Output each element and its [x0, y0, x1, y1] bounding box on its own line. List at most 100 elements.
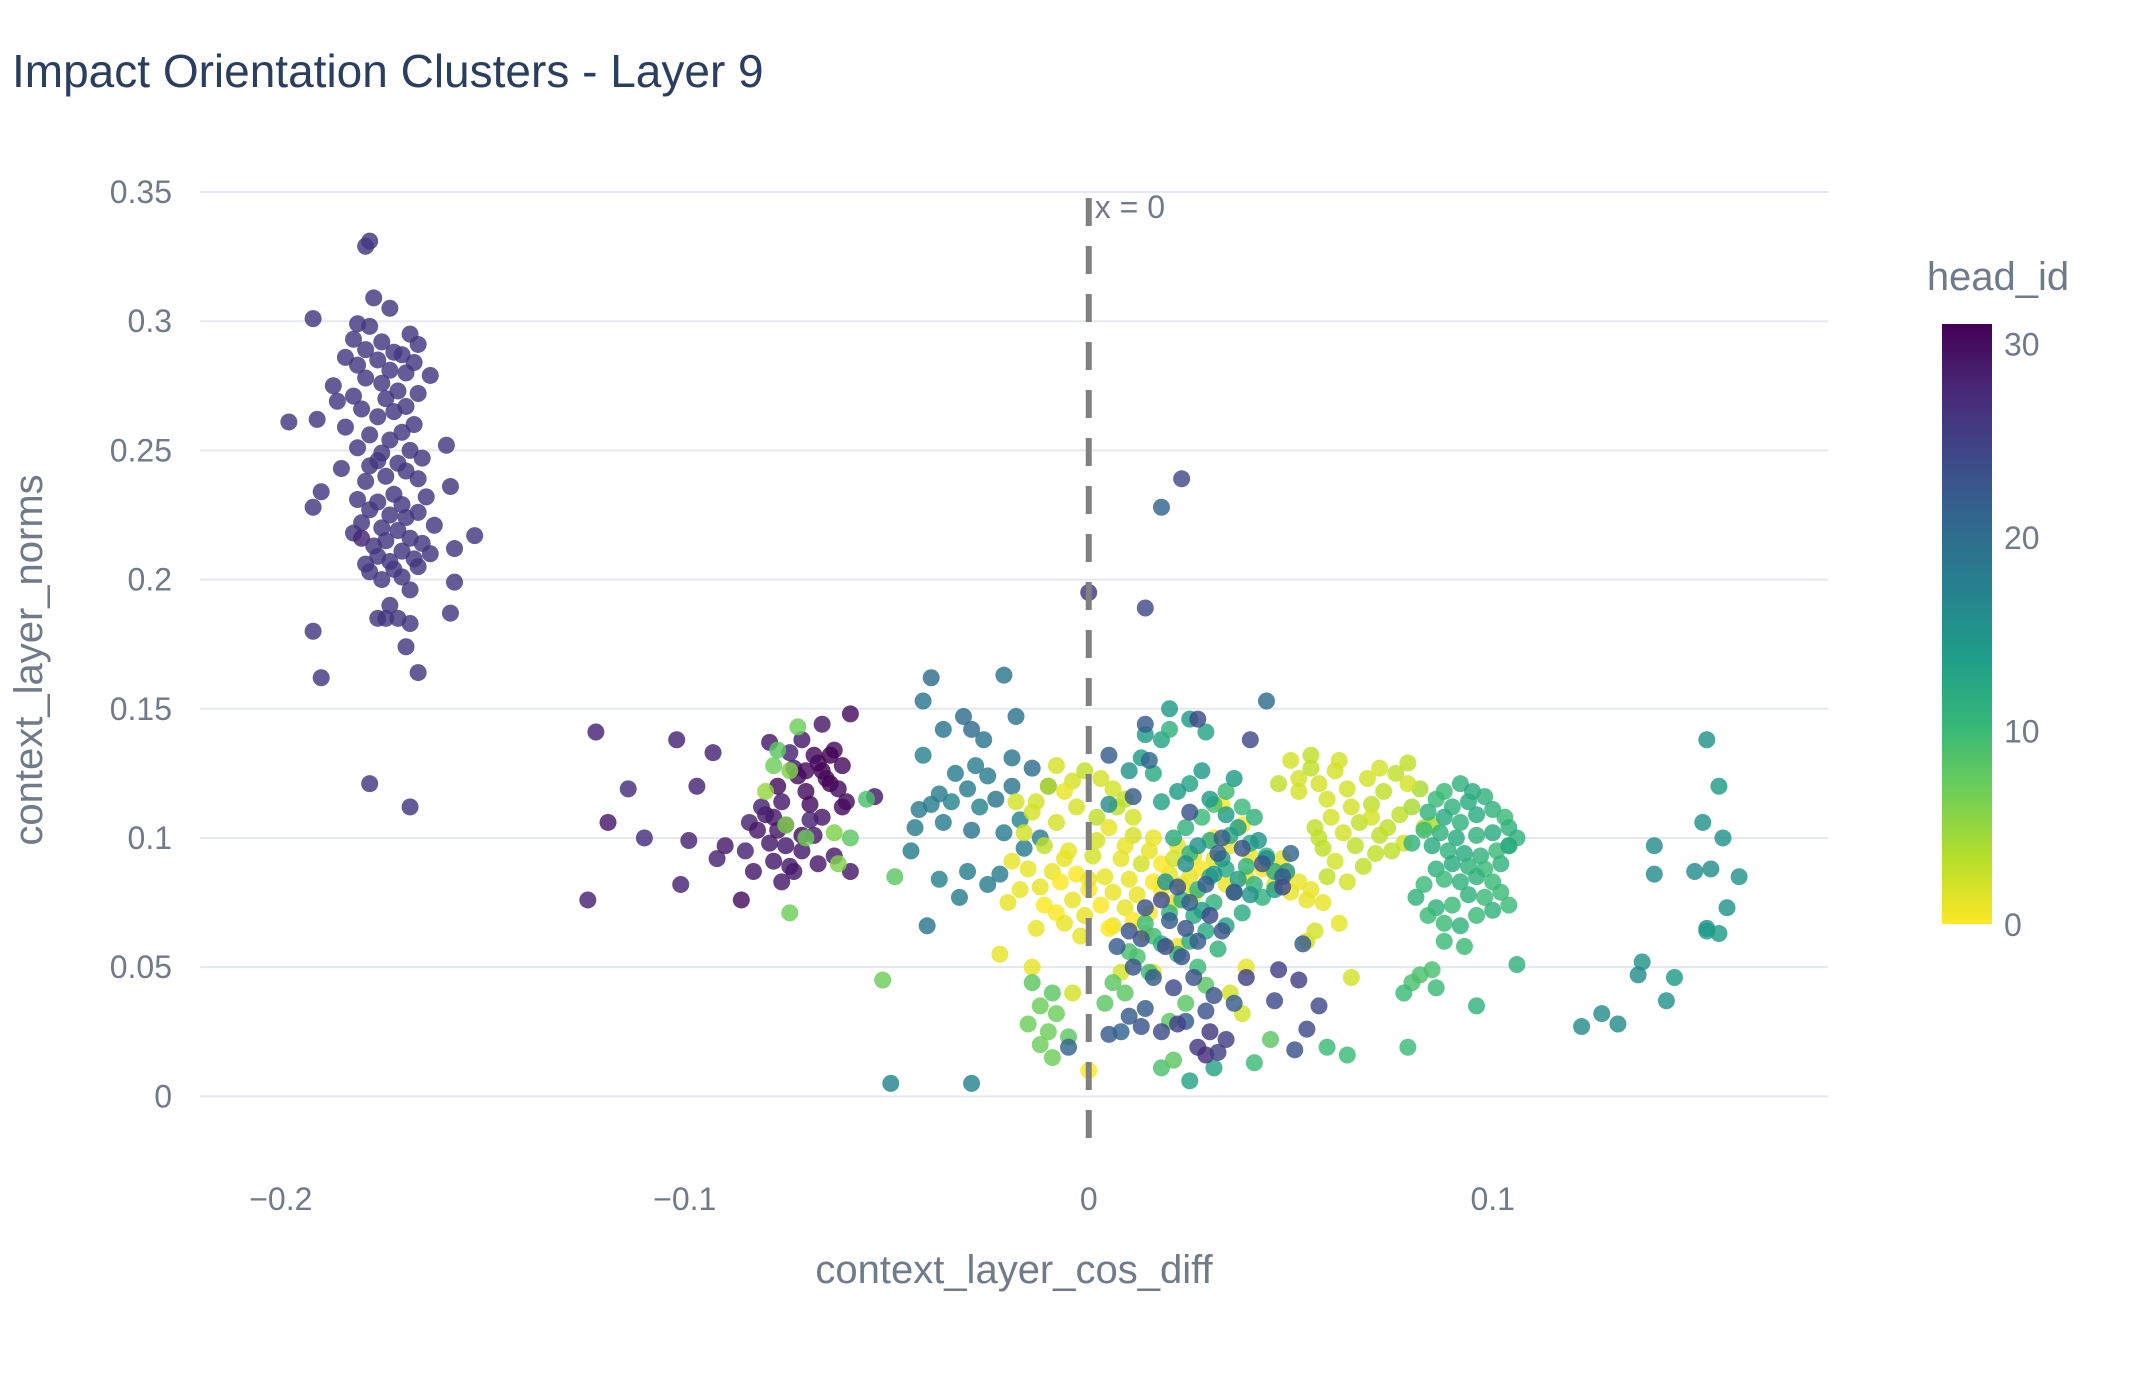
scatter-point: [619, 780, 637, 798]
scatter-point: [793, 842, 811, 860]
y-tick-label: 0.35: [110, 174, 172, 210]
scatter-point: [1455, 844, 1473, 862]
scatter-point: [1152, 793, 1170, 811]
scatter-point: [1342, 968, 1360, 986]
scatter-point: [1023, 759, 1041, 777]
scatter-point: [1092, 770, 1110, 788]
scatter-point: [1161, 912, 1179, 930]
scatter-point: [1698, 922, 1716, 940]
scatter-point: [1702, 860, 1720, 878]
scatter-point: [1116, 837, 1134, 855]
scatter-point: [1476, 888, 1494, 906]
scatter-point: [1088, 808, 1106, 826]
scatter-point: [1120, 762, 1138, 780]
y-tick-label: 0.1: [128, 820, 172, 856]
scatter-point: [1173, 470, 1191, 488]
scatter-point: [1104, 883, 1122, 901]
scatter-point: [1229, 870, 1247, 888]
scatter-point: [421, 366, 439, 384]
scatter-point: [324, 377, 342, 395]
scatter-point: [1169, 878, 1187, 896]
scatter-point: [1492, 855, 1510, 873]
scatter-point: [1177, 919, 1195, 937]
scatter-point: [1375, 782, 1393, 800]
scatter-point: [914, 746, 932, 764]
scatter-point: [1395, 984, 1413, 1002]
scatter-point: [1165, 829, 1183, 847]
scatter-point: [381, 361, 399, 379]
scatter-point: [381, 596, 399, 614]
scatter-point: [381, 431, 399, 449]
scatter-point: [1189, 710, 1207, 728]
scatter-point: [373, 333, 391, 351]
scatter-point: [579, 891, 597, 909]
scatter-point: [357, 237, 375, 255]
scatter-point: [809, 855, 827, 873]
scatter-point: [1116, 899, 1134, 917]
scatter-point: [1245, 1054, 1263, 1072]
colorbar-tick-label: 30: [2004, 326, 2040, 362]
scatter-point: [1177, 855, 1195, 873]
scatter-point: [672, 875, 690, 893]
x-axis-title: context_layer_cos_diff: [815, 1248, 1213, 1292]
scatter-point: [1051, 873, 1069, 891]
scatter-point: [1391, 806, 1409, 824]
scatter-point: [765, 808, 783, 826]
scatter-point: [1225, 883, 1243, 901]
scatter-point: [1116, 984, 1134, 1002]
scatter-point: [345, 330, 363, 348]
scatter-point: [1363, 808, 1381, 826]
scatter-point: [1161, 720, 1179, 738]
scatter-point: [1055, 850, 1073, 868]
scatter-point: [353, 529, 371, 547]
scatter-point: [1508, 956, 1526, 974]
scatter-point: [1322, 808, 1340, 826]
scatter-point: [1120, 1007, 1138, 1025]
scatter-point: [1262, 1030, 1280, 1048]
scatter-point: [1092, 896, 1110, 914]
scatter-point: [789, 718, 807, 736]
scatter-point: [1019, 860, 1037, 878]
y-tick-label: 0.25: [110, 432, 172, 468]
scatter-point: [825, 824, 843, 842]
scatter-point: [1136, 999, 1154, 1017]
scatter-point: [1270, 775, 1288, 793]
scatter-point: [1055, 782, 1073, 800]
scatter-point: [1197, 875, 1215, 893]
scatter-point: [385, 403, 403, 421]
scatter-point: [1136, 599, 1154, 617]
scatter-point: [906, 819, 924, 837]
scatter-point: [942, 793, 960, 811]
scatter-point: [280, 413, 298, 431]
scatter-point: [829, 855, 847, 873]
scatter-point: [1290, 971, 1308, 989]
scatter-point: [381, 506, 399, 524]
scatter-point: [874, 971, 892, 989]
scatter-point: [377, 390, 395, 408]
y-tick-label: 0.3: [128, 303, 172, 339]
scatter-point: [361, 426, 379, 444]
scatter-point: [393, 568, 411, 586]
scatter-point: [813, 715, 831, 733]
scatter-point: [1060, 1038, 1078, 1056]
x-tick-label: 0: [1080, 1181, 1098, 1217]
scatter-point: [1165, 979, 1183, 997]
scatter-point: [963, 720, 981, 738]
scatter-point: [979, 767, 997, 785]
scatter-point: [1354, 857, 1372, 875]
scatter-point: [345, 387, 363, 405]
scatter-point: [393, 346, 411, 364]
colorbar-tick-label: 10: [2004, 713, 2040, 749]
zero-reference-line: x = 0: [1085, 189, 1165, 1156]
scatter-point: [1031, 878, 1049, 896]
scatter-point: [797, 762, 815, 780]
scatter-point: [1399, 775, 1417, 793]
scatter-point: [1298, 1020, 1316, 1038]
scatter-point: [1318, 790, 1336, 808]
scatter-point: [1302, 759, 1320, 777]
scatter-point: [1459, 793, 1477, 811]
scatter-point: [369, 408, 387, 426]
chart-title: Impact Orientation Clusters - Layer 9: [12, 45, 764, 97]
scatter-point: [1274, 878, 1292, 896]
scatter-point: [1468, 997, 1486, 1015]
